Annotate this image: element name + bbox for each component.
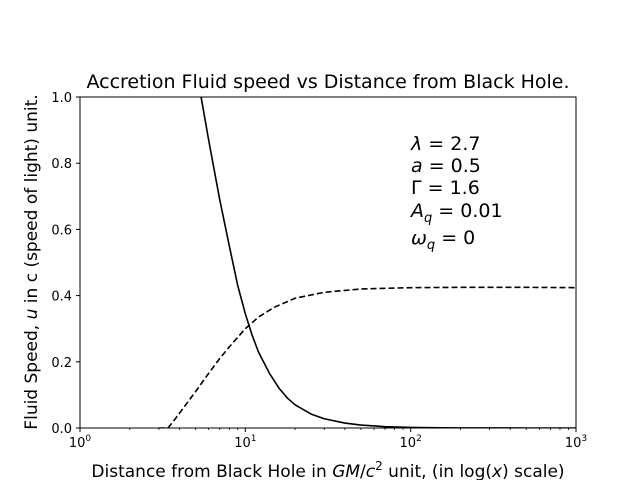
annotation-gamma: Γ = 1.6: [411, 177, 480, 199]
x-tick-label: 103: [565, 434, 587, 451]
chart-title: Accretion Fluid speed vs Distance from B…: [86, 71, 569, 93]
y-tick-label: 1.0: [51, 91, 72, 106]
x-axis-label: Distance from Black Hole in GM/c2 unit, …: [91, 459, 564, 480]
x-tick-label: 101: [234, 434, 256, 451]
series-line-solid: [200, 97, 576, 428]
series-line-dashed: [158, 286, 576, 428]
y-axis-label: Fluid Speed, u in c (speed of light) uni…: [22, 94, 42, 429]
annotation-a: a = 0.5: [411, 155, 481, 177]
plot-frame: [79, 96, 577, 429]
y-tick-label: 0.4: [51, 290, 72, 305]
x-tick-label: 100: [69, 434, 92, 451]
annotation-aq: Aq = 0.01: [409, 200, 503, 226]
x-tick-label: 102: [400, 434, 422, 451]
y-tick-label: 0.0: [51, 422, 72, 437]
annotation-omega: ωq = 0: [411, 227, 475, 253]
y-tick-label: 0.8: [51, 157, 72, 172]
annotation-lambda: λ = 2.7: [410, 133, 480, 155]
y-tick-label: 0.6: [51, 223, 72, 238]
plot-area: 100 101 102 103 0.0 0.2 0.4 0.6 0.8 1.0: [51, 91, 587, 451]
y-tick-label: 0.2: [51, 356, 72, 371]
